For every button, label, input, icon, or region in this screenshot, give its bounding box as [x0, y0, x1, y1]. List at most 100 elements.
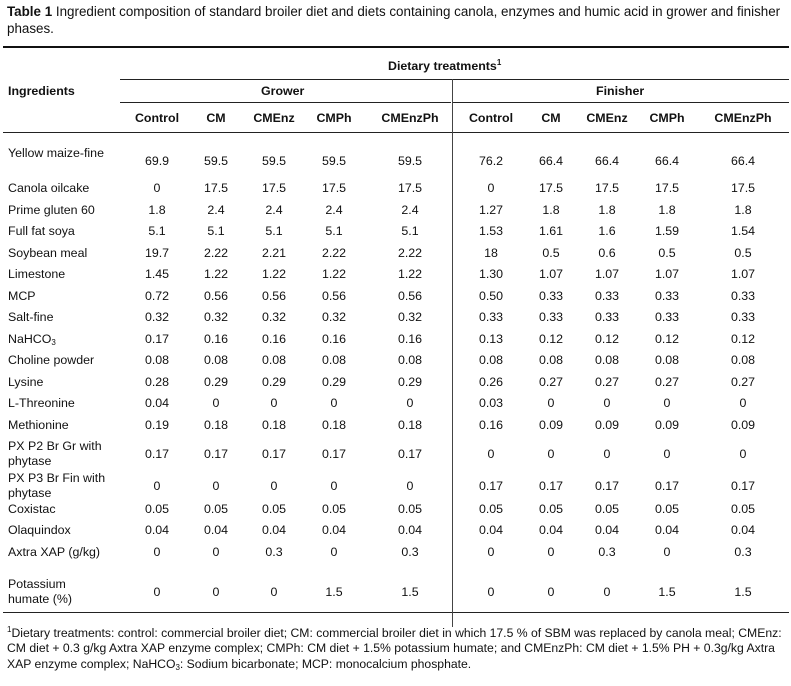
row-label: PX P2 Br Gr with phytase [8, 439, 102, 468]
table-cell: 0 [487, 585, 495, 599]
table-cell: 17.5 [203, 181, 229, 195]
table-cell: 0.04 [478, 523, 504, 537]
table-cell: 5.1 [401, 224, 419, 238]
table-cell: 0.5 [734, 246, 752, 260]
table-cell: 0.16 [478, 418, 504, 432]
table-cell: 0.04 [261, 523, 287, 537]
row-label: Salt-fine [8, 310, 54, 324]
table-cell: 1.07 [594, 267, 620, 281]
table-cell: 17.5 [594, 181, 620, 195]
table-cell: 1.8 [542, 203, 560, 217]
table-cell: 0 [547, 545, 555, 559]
table-cell: 1.59 [654, 224, 680, 238]
table-cell: 0.08 [654, 353, 680, 367]
table-caption: Table 1 Ingredient composition of standa… [7, 3, 785, 37]
table-cell: 17.5 [654, 181, 680, 195]
table-cell: 0.05 [397, 502, 423, 516]
table-cell: 0.09 [730, 418, 756, 432]
table-cell: 0.33 [654, 310, 680, 324]
table-cell: 0.08 [538, 353, 564, 367]
table-cell: 0 [739, 396, 747, 410]
table-cell: 0.08 [203, 353, 229, 367]
table-cell: 5.1 [325, 224, 343, 238]
column-header: CMEnzPh [381, 111, 439, 125]
table-cell: 0.05 [594, 502, 620, 516]
finisher-header: Finisher [596, 84, 645, 98]
table-cell: 18 [484, 246, 498, 260]
table-cell: 0 [153, 479, 161, 493]
table-cell: 0.05 [203, 502, 229, 516]
table-cell: 0.12 [730, 332, 756, 346]
table-cell: 2.4 [265, 203, 283, 217]
dietary-treatments-header: Dietary treatments1 [388, 58, 502, 74]
row-label: Lysine [8, 375, 44, 389]
row-label: Soybean meal [8, 246, 88, 260]
table-cell: 0 [330, 545, 338, 559]
table-cell: 0 [270, 585, 278, 599]
table-cell: 0.08 [397, 353, 423, 367]
row-label: MCP [8, 289, 36, 303]
table-cell: 0 [663, 447, 671, 461]
table-cell: 0 [663, 545, 671, 559]
table-cell: 1.8 [734, 203, 752, 217]
table-cell: 0 [487, 447, 495, 461]
table-cell: 0.29 [321, 375, 347, 389]
table-cell: 0.32 [203, 310, 229, 324]
table-cell: 0.26 [478, 375, 504, 389]
table-cell: 0.28 [144, 375, 170, 389]
table-cell: 0.17 [654, 479, 680, 493]
table-cell: 1.07 [654, 267, 680, 281]
table-cell: 0.18 [203, 418, 229, 432]
table-cell: 0.3 [598, 545, 616, 559]
table-cell: 0.17 [478, 479, 504, 493]
table-cell: 0.12 [654, 332, 680, 346]
table-cell: 0.56 [203, 289, 229, 303]
table-cell: 0 [270, 479, 278, 493]
table-cell: 0.16 [261, 332, 287, 346]
table-cell: 0.3 [734, 545, 752, 559]
table-cell: 0.29 [261, 375, 287, 389]
table-cell: 0.04 [321, 523, 347, 537]
table-cell: 1.27 [478, 203, 504, 217]
table-cell: 1.8 [658, 203, 676, 217]
table-cell: 66.4 [538, 154, 564, 168]
table-cell: 1.22 [203, 267, 229, 281]
table-cell: 0 [153, 545, 161, 559]
table-cell: 1.5 [325, 585, 343, 599]
table-title: Ingredient composition of standard broil… [7, 4, 781, 36]
table-cell: 0.18 [261, 418, 287, 432]
table-cell: 0.18 [397, 418, 423, 432]
table-cell: 0 [212, 396, 220, 410]
table-cell: 0 [406, 396, 414, 410]
table-cell: 0.05 [538, 502, 564, 516]
row-label: Prime gluten 60 [8, 203, 95, 217]
table-cell: 0.33 [478, 310, 504, 324]
table-cell: 5.1 [207, 224, 225, 238]
table-cell: 0.09 [654, 418, 680, 432]
table-cell: 0.04 [538, 523, 564, 537]
table-cell: 59.5 [261, 154, 287, 168]
column-header: CMPh [316, 111, 352, 125]
table-cell: 0.33 [538, 310, 564, 324]
table-cell: 0.05 [321, 502, 347, 516]
table-cell: 1.5 [401, 585, 419, 599]
table-cell: 0.33 [730, 310, 756, 324]
table-cell: 0.33 [654, 289, 680, 303]
table-cell: 17.5 [397, 181, 423, 195]
table-cell: 1.07 [538, 267, 564, 281]
table-cell: 1.8 [598, 203, 616, 217]
table-label: Table 1 [7, 4, 53, 19]
table-cell: 0 [153, 181, 161, 195]
table-cell: 59.5 [397, 154, 423, 168]
table-cell: 1.5 [734, 585, 752, 599]
table-cell: 0 [739, 447, 747, 461]
table-cell: 0.08 [594, 353, 620, 367]
table-cell: 17.5 [261, 181, 287, 195]
row-label: Olaquindox [8, 523, 71, 537]
table-cell: 0.50 [478, 289, 504, 303]
bottom-rule [3, 612, 789, 613]
table-cell: 0.05 [261, 502, 287, 516]
table-cell: 0.16 [203, 332, 229, 346]
row-label: Full fat soya [8, 224, 75, 238]
table-cell: 0.17 [538, 479, 564, 493]
